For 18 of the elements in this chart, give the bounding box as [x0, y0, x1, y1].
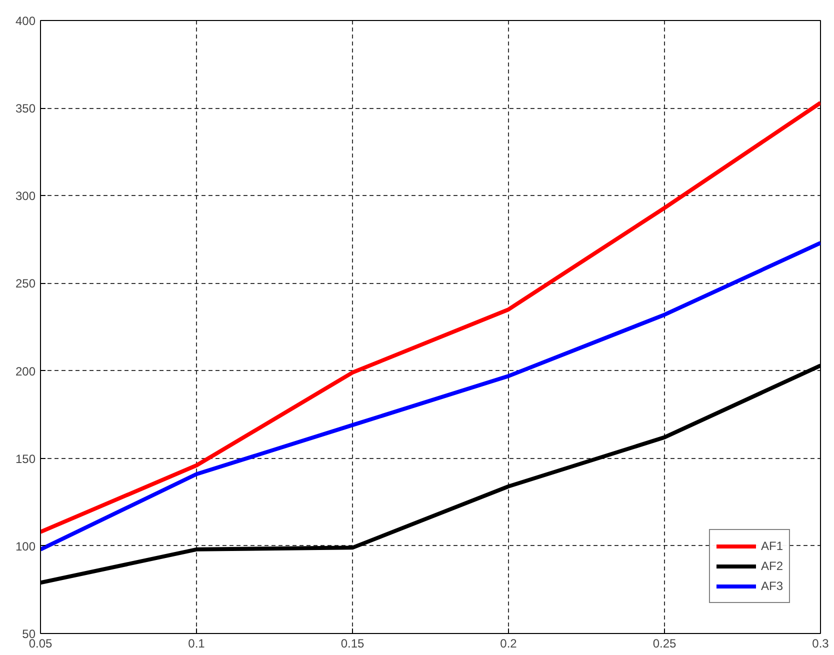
- x-tick-label: 0.3: [812, 636, 830, 650]
- y-tick-label: 250: [15, 276, 36, 291]
- x-tick-label: 0.25: [652, 636, 677, 650]
- y-tick-label: 400: [15, 14, 36, 28]
- legend-label: AF2: [760, 559, 783, 573]
- y-tick-label: 100: [15, 539, 36, 554]
- x-tick-label: 0.15: [340, 636, 365, 650]
- x-tick-label: 0.05: [28, 636, 53, 650]
- y-tick-label: 350: [15, 102, 36, 116]
- line-series: [40, 100, 820, 534]
- x-tick-label: 0.2: [500, 636, 518, 650]
- y-tick-label: 150: [15, 452, 36, 466]
- line-series: [40, 240, 820, 552]
- y-tick-label: 300: [15, 189, 36, 204]
- legend-label: AF1: [760, 539, 783, 553]
- x-tick-label: 0.1: [188, 636, 206, 650]
- y-tick-label: 200: [15, 364, 36, 378]
- legend-label: AF3: [760, 579, 783, 593]
